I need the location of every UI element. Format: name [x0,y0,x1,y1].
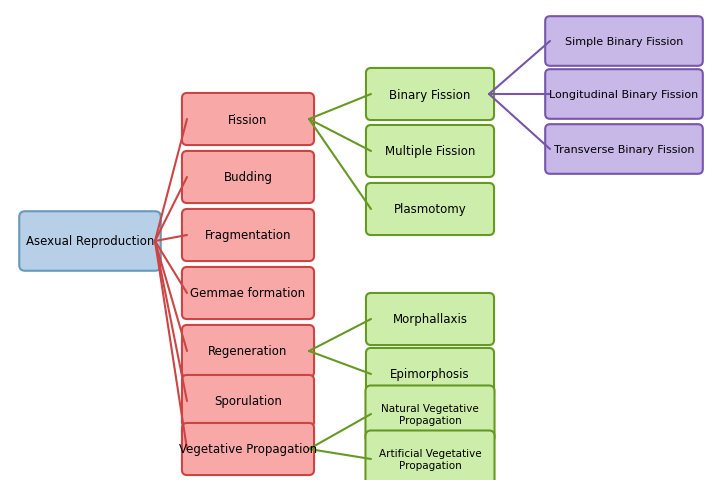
Text: Plasmotomy: Plasmotomy [393,203,466,216]
FancyBboxPatch shape [182,267,314,319]
Text: Simple Binary Fission: Simple Binary Fission [565,37,683,47]
FancyBboxPatch shape [366,183,494,236]
Text: Budding: Budding [224,171,272,184]
Text: Asexual Reproduction: Asexual Reproduction [26,235,154,248]
FancyBboxPatch shape [182,423,314,475]
FancyBboxPatch shape [545,17,703,67]
FancyBboxPatch shape [182,375,314,427]
FancyBboxPatch shape [545,70,703,120]
Text: Epimorphosis: Epimorphosis [390,368,470,381]
Text: Regeneration: Regeneration [208,345,287,358]
FancyBboxPatch shape [366,293,494,345]
FancyBboxPatch shape [365,385,494,443]
FancyBboxPatch shape [182,152,314,204]
Text: Longitudinal Binary Fission: Longitudinal Binary Fission [550,90,698,100]
Text: Natural Vegetative
Propagation: Natural Vegetative Propagation [381,403,479,425]
Text: Fragmentation: Fragmentation [205,229,291,242]
Text: Sporulation: Sporulation [214,395,282,408]
Text: Morphallaxis: Morphallaxis [393,313,468,326]
FancyBboxPatch shape [182,94,314,146]
FancyBboxPatch shape [182,325,314,377]
FancyBboxPatch shape [366,348,494,400]
Text: Multiple Fission: Multiple Fission [385,145,476,158]
Text: Transverse Binary Fission: Transverse Binary Fission [554,144,694,155]
FancyBboxPatch shape [366,126,494,178]
Text: Binary Fission: Binary Fission [389,88,470,101]
Text: Fission: Fission [228,113,268,126]
FancyBboxPatch shape [20,212,160,271]
FancyBboxPatch shape [545,125,703,174]
Text: Gemmae formation: Gemmae formation [190,287,306,300]
FancyBboxPatch shape [182,210,314,262]
Text: Vegetative Propagation: Vegetative Propagation [179,443,317,456]
FancyBboxPatch shape [365,431,494,480]
Text: Artificial Vegetative
Propagation: Artificial Vegetative Propagation [379,448,481,470]
FancyBboxPatch shape [366,69,494,121]
